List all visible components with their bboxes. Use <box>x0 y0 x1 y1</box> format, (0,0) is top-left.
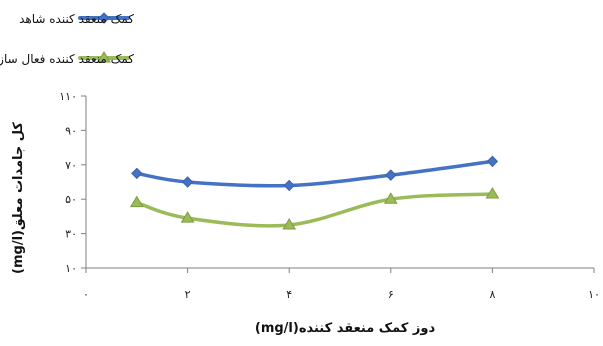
x-tick-label: ۰ <box>83 288 89 301</box>
data-point <box>181 176 194 188</box>
y-tick-label: ۱۰ <box>65 262 77 275</box>
legend-label-series-1: کمک منعقد کننده شاهد <box>19 12 134 26</box>
legend-marker-series-2 <box>97 51 111 63</box>
data-point <box>282 218 297 230</box>
series-group <box>129 155 500 230</box>
x-tick-label: ۸ <box>489 288 495 301</box>
y-tick-labels: ۱۰ ۳۰ ۵۰ ۷۰ ۹۰ ۱۱۰ <box>59 90 86 275</box>
data-point <box>385 169 397 181</box>
x-tick-label: ۲ <box>185 288 191 301</box>
data-point <box>486 155 499 168</box>
legend-marker-series-1 <box>98 12 110 24</box>
data-point <box>131 167 143 180</box>
legend-label-series-2: کمک منعقد کننده فعال سازی شده با نانودرا… <box>0 51 134 67</box>
legend: کمک منعقد کننده شاهد کمک منعقد کننده فعا… <box>0 12 134 67</box>
x-axis-title: دوز کمک منعقد کننده(mg/l) <box>255 321 436 336</box>
series-line-2 <box>135 192 495 228</box>
axes <box>85 96 594 269</box>
x-tick-labels: ۰ ۲ ۴ ۶ ۸ ۱۰ <box>83 268 600 301</box>
y-tick-label: ۱۱۰ <box>59 90 77 103</box>
series-2 <box>129 187 500 230</box>
y-axis-title: کل جامدات معلق(mg/l) <box>11 122 26 274</box>
y-tick-label: ۵۰ <box>65 193 77 206</box>
data-point <box>485 187 500 199</box>
data-point <box>180 211 195 223</box>
x-tick-label: ۶ <box>388 288 394 301</box>
x-tick-label: ۴ <box>286 288 292 301</box>
data-point <box>383 192 398 204</box>
y-tick-label: ۳۰ <box>65 228 77 241</box>
x-tick-label: ۱۰ <box>588 288 600 301</box>
y-tick-label: ۹۰ <box>65 124 77 137</box>
data-point <box>129 195 144 208</box>
y-tick-label: ۷۰ <box>65 159 77 172</box>
data-point <box>283 179 295 192</box>
series-1 <box>131 155 499 192</box>
